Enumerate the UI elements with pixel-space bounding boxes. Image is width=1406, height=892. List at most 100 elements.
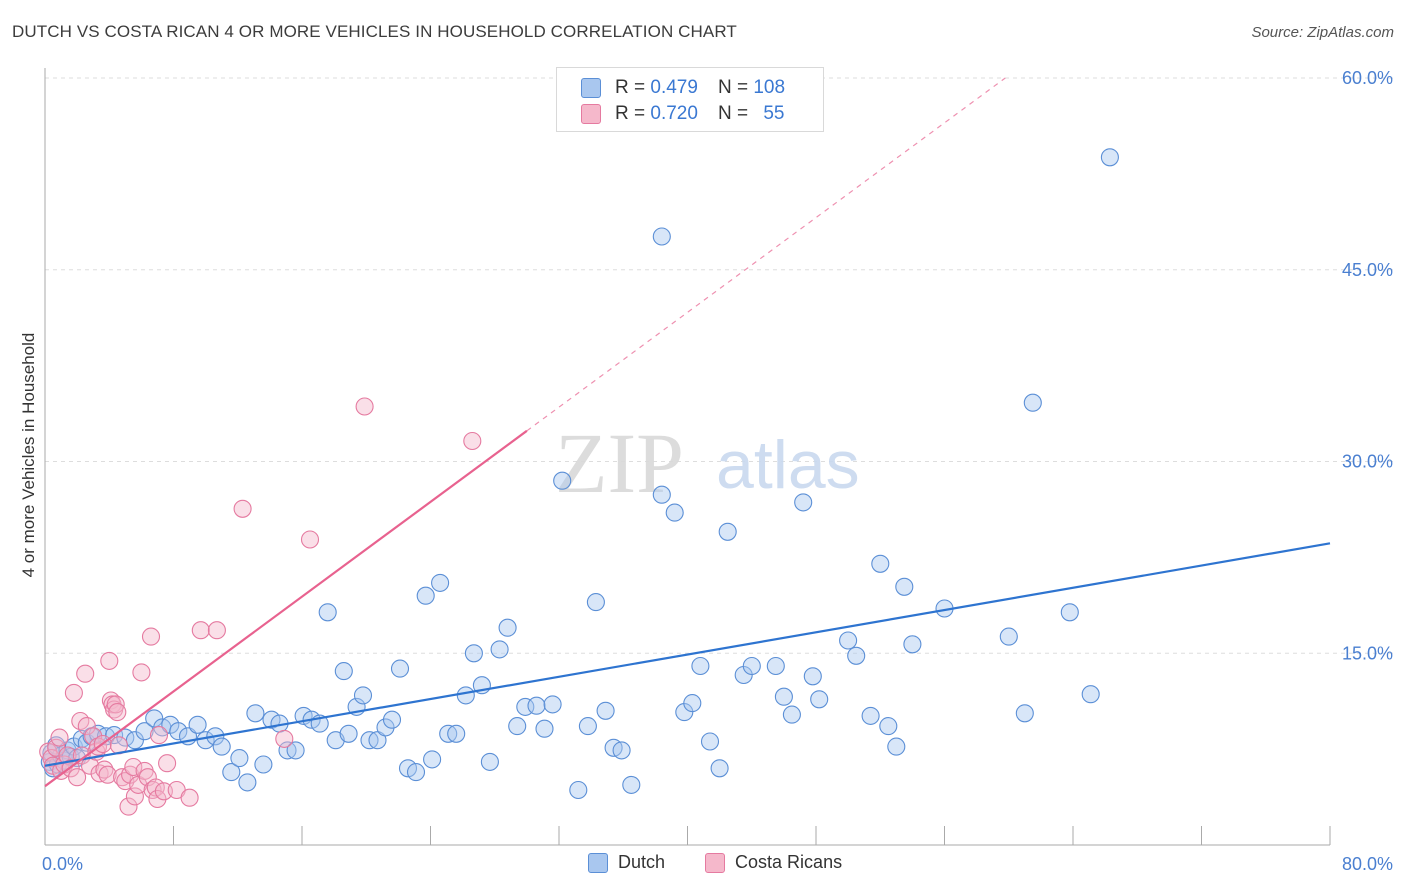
dutch-point: [665, 503, 684, 522]
costa-point: [132, 663, 151, 682]
dutch-point: [1060, 603, 1079, 622]
y-tick-label: 30.0%: [1342, 452, 1393, 472]
costa-point: [125, 787, 144, 806]
legend-row-costa: R = 0.720 N = 55: [581, 102, 784, 126]
bottom-legend-costa: Costa Ricans: [735, 852, 843, 872]
costa-point: [180, 788, 199, 807]
costa-point: [141, 627, 161, 646]
dutch-point: [464, 644, 483, 663]
dutch-point: [903, 635, 922, 654]
dutch-point: [490, 640, 509, 659]
dutch-point: [334, 662, 353, 681]
dutch-point: [222, 763, 241, 782]
watermark-zip: ZIP: [555, 415, 684, 511]
costa-point: [158, 754, 177, 773]
dutch-point: [1081, 685, 1100, 704]
costa-point: [106, 695, 125, 714]
dutch-point: [318, 603, 337, 622]
dutch-point: [527, 696, 546, 715]
dutch-point: [543, 695, 562, 714]
dutch-point: [480, 752, 499, 771]
y-tick-label: 45.0%: [1342, 260, 1393, 280]
costa-point: [148, 789, 167, 809]
dutch-point: [188, 715, 207, 734]
dutch-point: [861, 706, 880, 725]
dutch-point: [339, 724, 358, 743]
costa-point: [64, 683, 83, 702]
legend-row-dutch: R = 0.479 N = 108: [581, 76, 785, 100]
trend-lines: [44, 77, 1331, 788]
legend-r-label: R =: [615, 77, 646, 98]
dutch-point: [553, 471, 572, 490]
dutch-point: [254, 755, 273, 774]
costa-point: [77, 717, 96, 736]
costa-point: [50, 728, 69, 747]
costa-point: [119, 797, 138, 816]
costa-point: [76, 664, 95, 683]
dutch-point: [999, 627, 1018, 646]
costa-point: [275, 729, 294, 748]
legend-n-label: N =: [717, 77, 749, 98]
dutch-point: [135, 722, 154, 741]
dutch-point: [710, 759, 729, 778]
costa-point: [300, 530, 320, 549]
dutch-point: [230, 749, 249, 768]
dutch-point: [390, 659, 410, 678]
dutch-point: [691, 656, 710, 676]
dutch-point: [774, 687, 793, 706]
legend-r-label: R =: [615, 103, 646, 124]
dutch-point: [718, 522, 737, 541]
y-tick-label: 60.0%: [1342, 68, 1393, 88]
bottom-legend-swatch-dutch: [588, 852, 608, 873]
dutch-point: [353, 686, 373, 705]
legend: R = 0.479 N = 108 R = 0.720 N = 55: [556, 67, 824, 132]
tick-labels: 15.0% 30.0% 45.0% 60.0% 0.0% 80.0%: [42, 68, 1393, 874]
axes: [44, 68, 1331, 846]
dutch-point: [431, 573, 450, 592]
legend-n-value: 108: [753, 77, 786, 98]
costa-point: [68, 768, 87, 787]
costa-point: [191, 621, 210, 640]
dutch-point: [578, 717, 597, 736]
dutch-point: [847, 646, 866, 665]
dutch-point: [376, 718, 395, 737]
costa-point: [100, 651, 119, 670]
dutch-point: [508, 717, 527, 736]
costa-point: [207, 621, 226, 640]
dutch-point: [416, 586, 435, 605]
dutch-point: [622, 775, 641, 794]
dutch-point: [286, 741, 305, 760]
dutch-point: [423, 750, 442, 769]
dutch-point: [569, 780, 588, 800]
dutch-point: [879, 717, 898, 736]
costa-trend-line: [44, 429, 528, 788]
dutch-point: [498, 618, 517, 637]
dutch-point: [169, 722, 188, 741]
dutch-point: [406, 763, 426, 782]
bottom-legend-swatch-costa: [705, 852, 726, 873]
costa-point: [108, 703, 127, 722]
dutch-point: [871, 554, 890, 573]
dutch-point: [1100, 148, 1119, 167]
dutch-point: [742, 656, 761, 676]
dutch-point: [246, 704, 265, 723]
legend-n-label: N =: [717, 103, 749, 124]
costa-point: [463, 431, 482, 451]
dutch-point: [895, 577, 914, 596]
dutch-point: [612, 741, 631, 760]
dutch-point: [596, 701, 615, 720]
x-tick-label: 0.0%: [42, 854, 83, 874]
watermark: ZIP atlas: [555, 415, 860, 511]
legend-n-value: 55: [763, 103, 785, 124]
legend-r-value: 0.720: [650, 103, 698, 124]
dutch-point: [238, 773, 257, 792]
dutch-point: [456, 686, 475, 705]
costa-points: [39, 397, 482, 816]
y-axis-label: 4 or more Vehicles in Household: [19, 333, 38, 578]
costa-point: [84, 727, 103, 746]
dutch-point: [382, 710, 402, 729]
legend-swatch-costa: [581, 104, 601, 124]
costa-point: [98, 765, 117, 784]
dutch-point: [810, 690, 829, 709]
